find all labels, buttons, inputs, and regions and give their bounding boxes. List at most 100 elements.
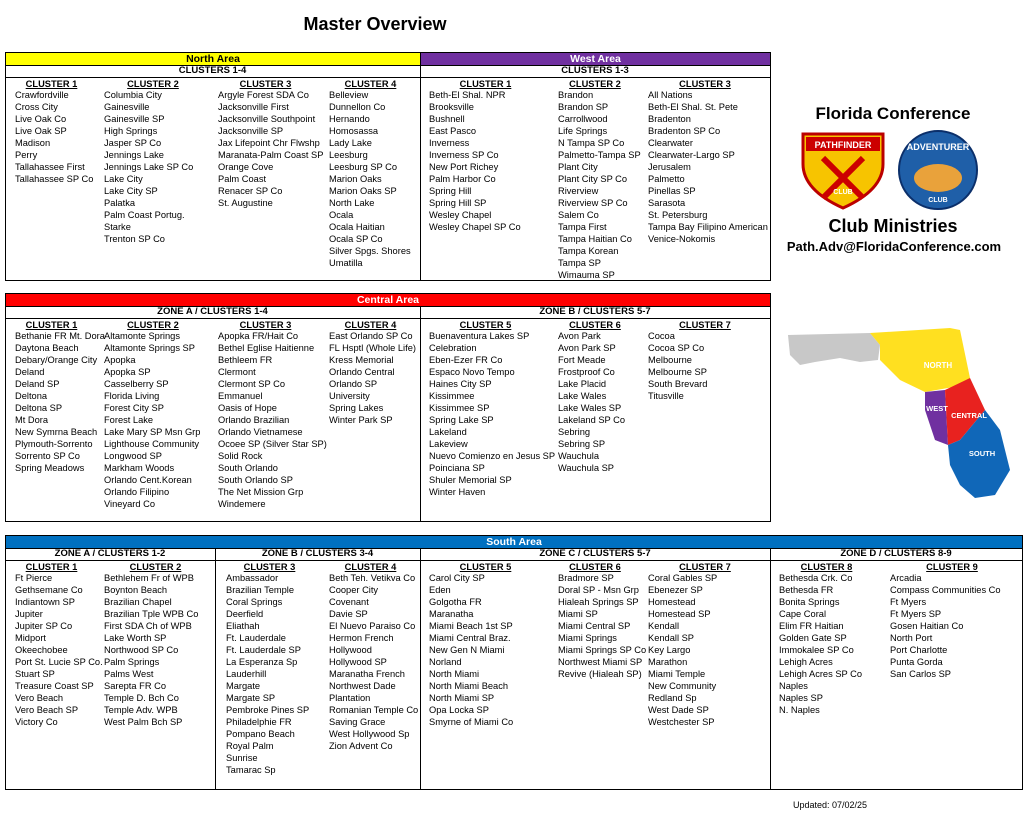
church: Smyrne of Miami Co <box>429 717 514 727</box>
region-central <box>945 378 985 445</box>
church: Miami SP <box>558 609 598 619</box>
church: Riverview <box>558 186 599 196</box>
church: Perry <box>15 150 38 160</box>
church: Deland <box>15 367 45 377</box>
church: Compass Communities Co <box>890 585 1001 595</box>
region-south <box>948 410 1010 498</box>
church: Palm Springs <box>104 657 160 667</box>
church: Orlando Central <box>329 367 395 377</box>
cluster-heading: CLUSTER 1 <box>25 562 78 572</box>
church: Apopka FR/Hait Co <box>218 331 299 341</box>
church: Clermont SP Co <box>218 379 285 389</box>
church: Winter Park SP <box>329 415 393 425</box>
church: Casselberry SP <box>104 379 169 389</box>
church: Sebring SP <box>558 439 606 449</box>
church: Miami Central Braz. <box>429 633 511 643</box>
church: Forest Lake <box>104 415 154 425</box>
church: Immokalee SP Co <box>779 645 854 655</box>
church: Bradenton SP Co <box>648 126 721 136</box>
section-heading: ZONE D / CLUSTERS 8-9 <box>770 548 1022 561</box>
updated: Updated: 07/02/25 <box>793 800 868 810</box>
church: North Lake <box>329 198 375 208</box>
cluster-heading: CLUSTER 1 <box>25 320 78 330</box>
church: Brazilian Chapel <box>104 597 172 607</box>
church: Golden Gate SP <box>779 633 847 643</box>
church: Trenton SP Co <box>104 234 165 244</box>
church: Apopka SP <box>104 367 151 377</box>
church: Riverview SP Co <box>558 198 628 208</box>
church: All Nations <box>648 90 693 100</box>
church: Tampa Bay Filipino American <box>648 222 768 232</box>
church: Wesley Chapel <box>429 210 492 220</box>
church: Columbia City <box>104 90 162 100</box>
church: Tampa SP <box>558 258 601 268</box>
church: Bethesda Crk. Co <box>779 573 853 583</box>
church: Lighthouse Community <box>104 439 200 449</box>
church: Silver Spgs. Shores <box>329 246 411 256</box>
church: Kissimmee SP <box>429 403 490 413</box>
church: Deltona <box>15 391 48 401</box>
church: Cape Coral <box>779 609 827 619</box>
church: Clermont <box>218 367 256 377</box>
adventurer-emblem <box>914 164 962 192</box>
church: Beth-El Shal. St. Pete <box>648 102 738 112</box>
church: Orlando Brazilian <box>218 415 290 425</box>
church: Zion Advent Co <box>329 741 393 751</box>
church: Gosen Haitian Co <box>890 621 964 631</box>
church: Gainesville SP <box>104 114 165 124</box>
church: Bethlehem Fr of WPB <box>104 573 194 583</box>
church: Lady Lake <box>329 138 372 148</box>
church: Wimauma SP <box>558 270 615 280</box>
church: West Dade SP <box>648 705 709 715</box>
church: Palm Harbor Co <box>429 174 496 184</box>
church: Brandon SP <box>558 102 609 112</box>
church: Miami Central SP <box>558 621 631 631</box>
church: Lakeland <box>429 427 467 437</box>
church: Marion Oaks <box>329 174 382 184</box>
church: Clearwater <box>648 138 693 148</box>
church: Tallahassee SP Co <box>15 174 94 184</box>
church: Jacksonville First <box>218 102 289 112</box>
church: Tampa Haitian Co <box>558 234 632 244</box>
cluster-heading: CLUSTER 3 <box>679 79 731 89</box>
church: Eben-Ezer FR Co <box>429 355 503 365</box>
map-label: WEST <box>926 404 948 413</box>
church: Inverness SP Co <box>429 150 499 160</box>
church: Carol City SP <box>429 573 485 583</box>
church: Margate <box>226 681 261 691</box>
cluster-heading: CLUSTER 1 <box>25 79 78 89</box>
church: South Brevard <box>648 379 708 389</box>
church: Emmanuel <box>218 391 263 401</box>
cluster-heading: CLUSTER 5 <box>459 320 512 330</box>
church: Margate SP <box>226 693 276 703</box>
church: New Community <box>648 681 717 691</box>
church: Beth-El Shal. NPR <box>429 90 506 100</box>
church: Homosassa <box>329 126 379 136</box>
section-heading: ZONE C / CLUSTERS 5-7 <box>420 548 770 561</box>
church: Jax Lifepoint Chr Flwshp <box>218 138 320 148</box>
church: Celebration <box>429 343 477 353</box>
section-heading: CLUSTERS 1-3 <box>420 65 770 78</box>
church: Wauchula <box>558 451 599 461</box>
church: Lake Wales <box>558 391 607 401</box>
pathfinder-emblem <box>820 155 866 201</box>
church: Bonita Springs <box>779 597 840 607</box>
church: Ft. Lauderdale SP <box>226 645 301 655</box>
church: Bradmore SP <box>558 573 614 583</box>
church: Argyle Forest SDA Co <box>218 90 309 100</box>
cluster-heading: CLUSTER 4 <box>344 320 397 330</box>
church: Lake Placid <box>558 379 607 389</box>
church: Northwest Miami SP <box>558 657 643 667</box>
church: High Springs <box>104 126 158 136</box>
church: Cocoa <box>648 331 675 341</box>
title: Master Overview <box>303 14 447 34</box>
church: Tampa Korean <box>558 246 619 256</box>
church: The Net Mission Grp <box>218 487 304 497</box>
church: Palm Coast Portug. <box>104 210 185 220</box>
church: Avon Park <box>558 331 601 341</box>
church: Windemere <box>218 499 266 509</box>
church: North Port <box>890 633 933 643</box>
church: Tallahassee First <box>15 162 85 172</box>
church: Eliathah <box>226 621 260 631</box>
church: East Orlando SP Co <box>329 331 413 341</box>
